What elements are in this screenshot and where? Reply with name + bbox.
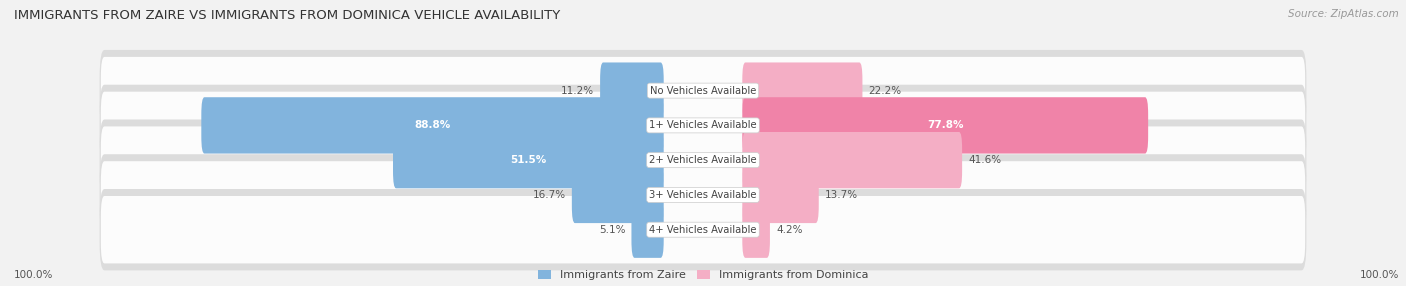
- Text: IMMIGRANTS FROM ZAIRE VS IMMIGRANTS FROM DOMINICA VEHICLE AVAILABILITY: IMMIGRANTS FROM ZAIRE VS IMMIGRANTS FROM…: [14, 9, 561, 21]
- FancyBboxPatch shape: [100, 120, 1306, 201]
- Text: 4.2%: 4.2%: [776, 225, 803, 235]
- Text: 4+ Vehicles Available: 4+ Vehicles Available: [650, 225, 756, 235]
- Legend: Immigrants from Zaire, Immigrants from Dominica: Immigrants from Zaire, Immigrants from D…: [537, 270, 869, 281]
- FancyBboxPatch shape: [101, 126, 1305, 194]
- FancyBboxPatch shape: [600, 62, 664, 119]
- Text: 22.2%: 22.2%: [869, 86, 901, 96]
- FancyBboxPatch shape: [572, 167, 664, 223]
- FancyBboxPatch shape: [394, 132, 664, 188]
- Text: 88.8%: 88.8%: [415, 120, 451, 130]
- Text: 16.7%: 16.7%: [533, 190, 565, 200]
- FancyBboxPatch shape: [742, 62, 862, 119]
- Text: 41.6%: 41.6%: [969, 155, 1001, 165]
- Text: 77.8%: 77.8%: [927, 120, 963, 130]
- Text: Source: ZipAtlas.com: Source: ZipAtlas.com: [1288, 9, 1399, 19]
- Text: 13.7%: 13.7%: [825, 190, 858, 200]
- FancyBboxPatch shape: [100, 50, 1306, 131]
- FancyBboxPatch shape: [742, 167, 818, 223]
- FancyBboxPatch shape: [101, 196, 1305, 263]
- FancyBboxPatch shape: [631, 202, 664, 258]
- FancyBboxPatch shape: [100, 154, 1306, 236]
- FancyBboxPatch shape: [100, 85, 1306, 166]
- Text: 1+ Vehicles Available: 1+ Vehicles Available: [650, 120, 756, 130]
- Text: 100.0%: 100.0%: [14, 270, 53, 280]
- Text: 100.0%: 100.0%: [1360, 270, 1399, 280]
- Text: 51.5%: 51.5%: [510, 155, 547, 165]
- FancyBboxPatch shape: [742, 132, 962, 188]
- Text: 3+ Vehicles Available: 3+ Vehicles Available: [650, 190, 756, 200]
- FancyBboxPatch shape: [742, 97, 1149, 154]
- Text: 5.1%: 5.1%: [599, 225, 626, 235]
- FancyBboxPatch shape: [101, 92, 1305, 159]
- FancyBboxPatch shape: [742, 202, 770, 258]
- Text: 11.2%: 11.2%: [561, 86, 595, 96]
- FancyBboxPatch shape: [101, 161, 1305, 229]
- FancyBboxPatch shape: [101, 57, 1305, 124]
- FancyBboxPatch shape: [201, 97, 664, 154]
- Text: 2+ Vehicles Available: 2+ Vehicles Available: [650, 155, 756, 165]
- FancyBboxPatch shape: [100, 189, 1306, 270]
- Text: No Vehicles Available: No Vehicles Available: [650, 86, 756, 96]
